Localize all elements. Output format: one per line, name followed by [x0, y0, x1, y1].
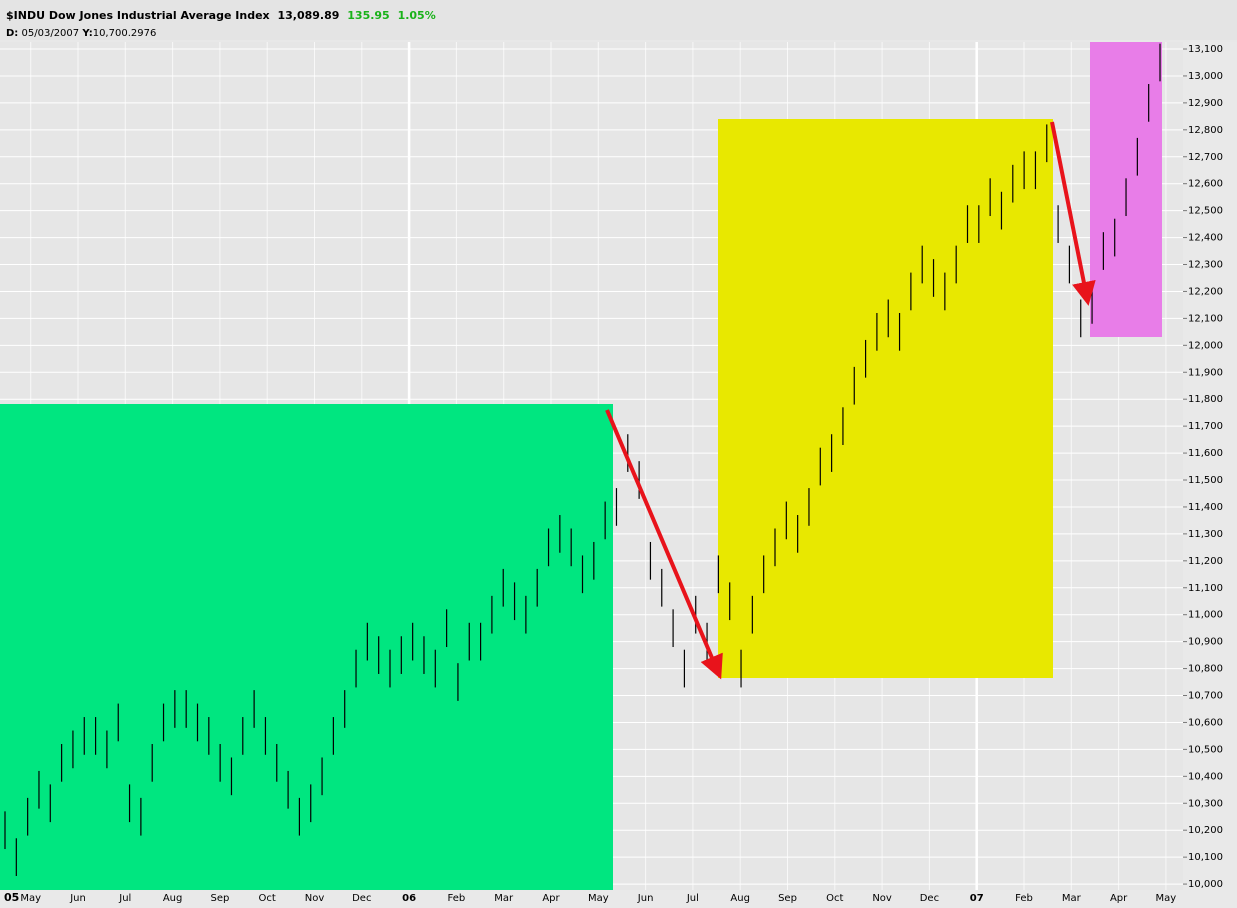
y-tick-label: 10,600 [1188, 717, 1223, 728]
y-tick-label: 10,300 [1188, 798, 1223, 809]
y-tick-label: 12,100 [1188, 313, 1223, 324]
x-tick-label: May [588, 893, 609, 904]
x-tick-label: Dec [920, 893, 939, 904]
y-tick-label: 11,000 [1188, 610, 1223, 621]
y-tick-label: 11,600 [1188, 448, 1223, 459]
cursor-date: 05/03/2007 [22, 28, 80, 39]
y-tick-label: 10,400 [1188, 771, 1223, 782]
x-tick-label: Jun [637, 893, 654, 904]
x-tick-label: Mar [494, 893, 514, 904]
y-tick-label: 13,100 [1188, 44, 1223, 55]
y-tick-label: 11,200 [1188, 556, 1223, 567]
x-tick-label: May [1156, 893, 1177, 904]
date-label: D: [6, 28, 18, 39]
y-tick-label: 13,000 [1188, 71, 1223, 82]
y-tick-label: 11,500 [1188, 475, 1223, 486]
x-tick-label: Oct [259, 893, 276, 904]
trend-arrow [1050, 121, 1096, 306]
x-tick-label: Sep [778, 893, 797, 904]
y-tick-label: 11,800 [1188, 394, 1223, 405]
price-change: 135.95 [347, 9, 389, 22]
x-tick-label: Oct [826, 893, 843, 904]
y-axis-area [1183, 42, 1237, 890]
y-tick-label: 11,900 [1188, 367, 1223, 378]
y-tick-label: 12,200 [1188, 286, 1223, 297]
y-tick-label: 12,400 [1188, 233, 1223, 244]
highlight-box [718, 119, 1053, 678]
highlight-box [0, 404, 613, 890]
header-bar [0, 0, 1237, 40]
price-change-pct: 1.05% [398, 9, 436, 22]
x-tick-label: Aug [730, 893, 750, 904]
y-tick-label: 12,900 [1188, 98, 1223, 109]
value-label: Y: [81, 28, 92, 39]
y-tick-label: 10,800 [1188, 664, 1223, 675]
y-tick-label: 10,000 [1188, 879, 1223, 890]
y-tick-label: 11,700 [1188, 421, 1223, 432]
y-tick-label: 11,400 [1188, 502, 1223, 513]
y-tick-label: 10,900 [1188, 637, 1223, 648]
x-axis-area [0, 890, 1237, 908]
y-tick-label: 10,200 [1188, 825, 1223, 836]
x-tick-label: Jun [69, 893, 86, 904]
y-tick-label: 12,700 [1188, 152, 1223, 163]
trend-arrow [605, 409, 723, 680]
x-tick-label: 06 [402, 893, 416, 904]
x-tick-label: Apr [1110, 893, 1128, 904]
x-tick-label: Nov [305, 893, 325, 904]
x-tick-label: 07 [970, 893, 984, 904]
x-tick-label: Jul [686, 893, 699, 904]
x-tick-label: Sep [210, 893, 229, 904]
y-tick-label: 12,000 [1188, 340, 1223, 351]
symbol: $INDU [6, 9, 45, 22]
y-tick-label: 10,700 [1188, 691, 1223, 702]
start-year: 05 [4, 891, 19, 904]
x-tick-label: Nov [872, 893, 892, 904]
cursor-info: D: 05/03/2007 Y:10,700.2976 [6, 28, 156, 39]
x-tick-label: Feb [448, 893, 466, 904]
y-tick-label: 12,300 [1188, 260, 1223, 271]
x-tick-label: Aug [163, 893, 183, 904]
y-tick-label: 12,500 [1188, 206, 1223, 217]
cursor-value: 10,700.2976 [93, 28, 157, 39]
x-tick-label: Feb [1015, 893, 1033, 904]
x-tick-label: Mar [1062, 893, 1082, 904]
last-price: 13,089.89 [277, 9, 339, 22]
x-tick-label: Dec [352, 893, 371, 904]
y-tick-label: 11,100 [1188, 583, 1223, 594]
y-tick-label: 12,800 [1188, 125, 1223, 136]
index-name: Dow Jones Industrial Average Index [49, 9, 270, 22]
y-tick-label: 12,600 [1188, 179, 1223, 190]
y-tick-label: 11,300 [1188, 529, 1223, 540]
x-tick-label: Jul [118, 893, 131, 904]
y-tick-label: 10,500 [1188, 744, 1223, 755]
x-tick-label: May [20, 893, 41, 904]
x-tick-label: Apr [542, 893, 560, 904]
header-title: $INDU Dow Jones Industrial Average Index… [6, 9, 436, 22]
y-tick-label: 10,100 [1188, 852, 1223, 863]
